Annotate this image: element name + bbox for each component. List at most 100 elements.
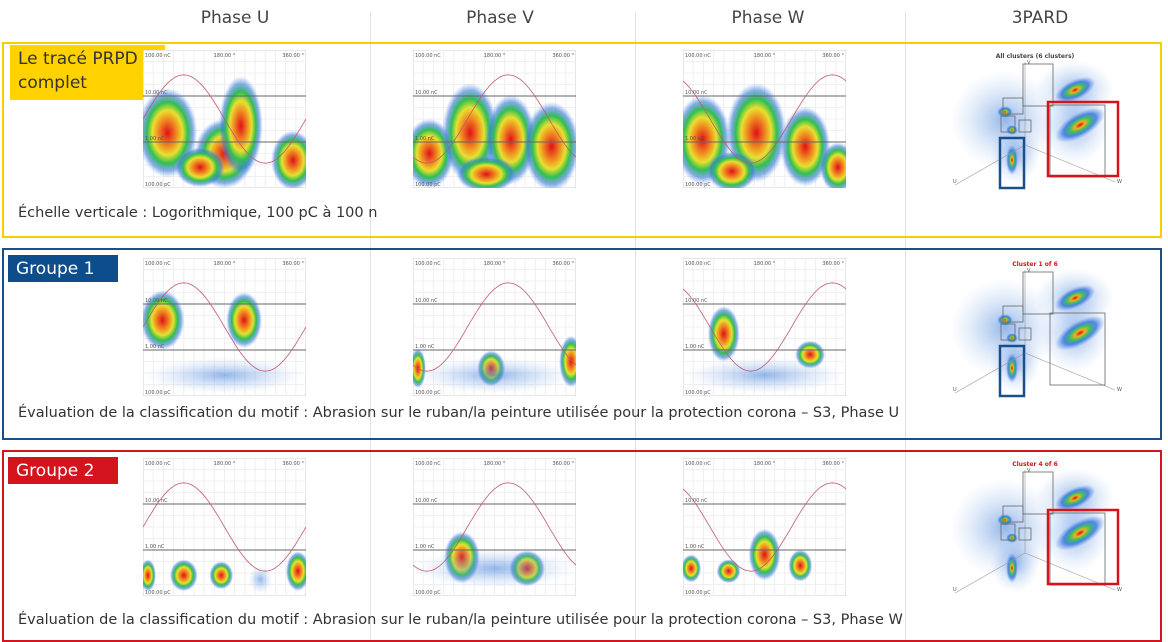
cluster-core bbox=[1006, 333, 1018, 343]
axis-label: 360.00 ° bbox=[552, 53, 574, 59]
pd-blob bbox=[788, 550, 812, 582]
cluster-core bbox=[1006, 553, 1018, 583]
axis-label: 10.00 nC bbox=[145, 90, 168, 96]
axis-label: 1.00 nC bbox=[415, 344, 435, 350]
axis-label: 10.00 nC bbox=[685, 90, 708, 96]
cluster-core bbox=[1006, 533, 1018, 543]
cluster-core bbox=[1006, 353, 1018, 383]
pd-blob bbox=[685, 357, 845, 393]
axis-label: 360.00 ° bbox=[822, 261, 844, 267]
pd-blob bbox=[209, 561, 233, 589]
axis-label: 100.00 nC bbox=[415, 261, 441, 267]
prpd-plot: 100.00 nC 10.00 nC 1.00 nC 100.00 pC 180.00 … bbox=[143, 50, 306, 188]
pard-plot: All clusters (6 clusters) U V W bbox=[945, 50, 1125, 195]
pd-blob bbox=[708, 306, 740, 362]
axis-label: 180.00 ° bbox=[754, 53, 776, 59]
prpd-plot: 100.00 nC 10.00 nC 1.00 nC 100.00 pC 180.00 … bbox=[683, 258, 846, 396]
axis-label: 360.00 ° bbox=[822, 53, 844, 59]
axis-letter: U bbox=[953, 387, 957, 393]
prpd-plot: 100.00 nC 10.00 nC 1.00 nC 100.00 pC 180.00 … bbox=[413, 50, 576, 188]
axis-label: 100.00 nC bbox=[685, 53, 711, 59]
axis-label: 100.00 pC bbox=[415, 590, 441, 596]
axis-label: 100.00 pC bbox=[685, 390, 711, 396]
axis-label: 100.00 pC bbox=[685, 182, 711, 188]
cluster-title: Cluster 1 of 6 bbox=[1012, 261, 1058, 268]
section-caption: Échelle verticale : Logorithmique, 100 p… bbox=[18, 205, 377, 221]
section-caption: Évaluation de la classification du motif… bbox=[18, 405, 899, 421]
prpd-plot: 100.00 nC 10.00 nC 1.00 nC 100.00 pC 180.00 … bbox=[143, 458, 306, 596]
axis-label: 10.00 nC bbox=[145, 498, 168, 504]
axis-label: 100.00 pC bbox=[415, 182, 441, 188]
axis-label: 10.00 nC bbox=[415, 498, 438, 504]
page: Phase U Phase V Phase W 3PARD Le tracé PRPD … bbox=[0, 0, 1168, 640]
cluster-core bbox=[1006, 125, 1018, 135]
axis-label: 1.00 nC bbox=[685, 136, 705, 142]
axis-label: 180.00 ° bbox=[754, 261, 776, 267]
axis-label: 10.00 nC bbox=[685, 298, 708, 304]
axis-label: 1.00 nC bbox=[415, 544, 435, 550]
axis-label: 100.00 nC bbox=[145, 53, 171, 59]
axis-label: 360.00 ° bbox=[552, 461, 574, 467]
axis-label: 180.00 ° bbox=[214, 461, 236, 467]
axis-label: 180.00 ° bbox=[214, 261, 236, 267]
pard-plot: Cluster 4 of 6 U V W bbox=[945, 458, 1125, 603]
axis-letter: U bbox=[953, 179, 957, 185]
pd-blob bbox=[175, 147, 225, 187]
axis-label: 100.00 pC bbox=[145, 590, 171, 596]
axis-letter: V bbox=[1027, 468, 1031, 474]
axis-label: 100.00 nC bbox=[145, 461, 171, 467]
axis-label: 1.00 nC bbox=[685, 544, 705, 550]
column-title: 3PARD bbox=[940, 8, 1140, 28]
pd-blob bbox=[415, 357, 575, 393]
section-label: Le tracé PRPD complet bbox=[10, 45, 165, 100]
axis-label: 100.00 pC bbox=[145, 182, 171, 188]
axis-label: 180.00 ° bbox=[754, 461, 776, 467]
axis-label: 1.00 nC bbox=[145, 344, 165, 350]
axis-label: 100.00 pC bbox=[685, 590, 711, 596]
section-caption: Évaluation de la classification du motif… bbox=[18, 612, 903, 628]
axis-letter: W bbox=[1117, 179, 1122, 185]
axis-letter: V bbox=[1027, 268, 1031, 274]
cluster-core bbox=[1006, 145, 1018, 175]
axis-label: 1.00 nC bbox=[685, 344, 705, 350]
pd-blob bbox=[248, 565, 272, 593]
prpd-plot: 100.00 nC 10.00 nC 1.00 nC 100.00 pC 180.00 … bbox=[413, 458, 576, 596]
axis-label: 360.00 ° bbox=[822, 461, 844, 467]
axis-label: 100.00 nC bbox=[685, 261, 711, 267]
axis-label: 180.00 ° bbox=[484, 461, 506, 467]
axis-label: 1.00 nC bbox=[145, 544, 165, 550]
pd-blob bbox=[145, 357, 305, 393]
cluster-title: All clusters (6 clusters) bbox=[996, 53, 1075, 60]
axis-label: 10.00 nC bbox=[415, 298, 438, 304]
column-title: Phase V bbox=[400, 8, 600, 28]
axis-label: 100.00 pC bbox=[415, 390, 441, 396]
pard-plot: Cluster 1 of 6 U V W bbox=[945, 258, 1125, 403]
axis-label: 100.00 nC bbox=[415, 53, 441, 59]
axis-label: 180.00 ° bbox=[484, 261, 506, 267]
axis-label: 360.00 ° bbox=[282, 461, 304, 467]
axis-label: 100.00 nC bbox=[685, 461, 711, 467]
column-title: Phase U bbox=[135, 8, 335, 28]
axis-label: 360.00 ° bbox=[282, 261, 304, 267]
cluster-title: Cluster 4 of 6 bbox=[1012, 461, 1058, 468]
axis-letter: W bbox=[1117, 587, 1122, 593]
section-label: Groupe 2 bbox=[8, 457, 118, 484]
column-title: Phase W bbox=[668, 8, 868, 28]
axis-letter: U bbox=[953, 587, 957, 593]
prpd-plot: 100.00 nC 10.00 nC 1.00 nC 100.00 pC 180.00 … bbox=[683, 50, 846, 188]
axis-label: 100.00 nC bbox=[145, 261, 171, 267]
axis-label: 180.00 ° bbox=[214, 53, 236, 59]
pd-blob bbox=[717, 559, 741, 583]
prpd-plot: 100.00 nC 10.00 nC 1.00 nC 100.00 pC 180.00 … bbox=[413, 258, 576, 396]
axis-letter: W bbox=[1117, 387, 1122, 393]
axis-label: 1.00 nC bbox=[145, 136, 165, 142]
axis-letter: V bbox=[1027, 60, 1031, 66]
axis-label: 180.00 ° bbox=[484, 53, 506, 59]
pd-blob bbox=[226, 292, 262, 348]
axis-label: 1.00 nC bbox=[415, 136, 435, 142]
pd-blob bbox=[170, 559, 198, 591]
axis-label: 100.00 nC bbox=[415, 461, 441, 467]
axis-label: 100.00 pC bbox=[145, 390, 171, 396]
axis-label: 10.00 nC bbox=[415, 90, 438, 96]
prpd-plot: 100.00 nC10.00 nC1.00 nC100.00 pC180.00 … bbox=[143, 258, 306, 396]
